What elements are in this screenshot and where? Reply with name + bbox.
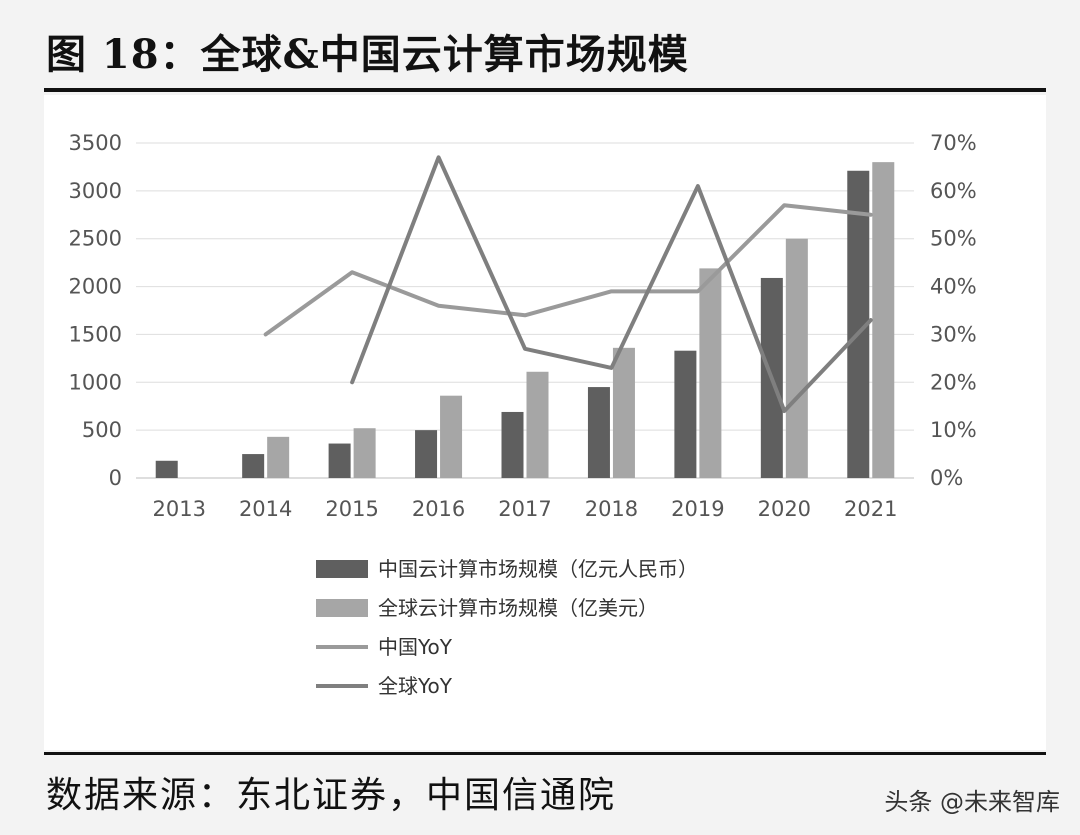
right-tick-label: 20% — [930, 370, 977, 394]
bar-china — [415, 430, 438, 478]
top-rule — [44, 88, 1046, 92]
bar-global — [526, 371, 549, 478]
bar-china — [587, 387, 610, 478]
bar-china — [155, 460, 178, 478]
bar-global — [872, 162, 895, 478]
bottom-rule — [44, 752, 1046, 755]
right-tick-label: 30% — [930, 322, 977, 346]
right-tick-label: 0% — [930, 466, 963, 490]
bar-china — [328, 443, 351, 478]
right-tick-label: 60% — [930, 179, 977, 203]
bar-china — [847, 170, 870, 478]
legend-swatch — [316, 560, 368, 578]
legend-swatch — [316, 599, 368, 617]
x-tick-label: 2016 — [412, 497, 465, 521]
bar-china — [674, 350, 697, 478]
left-tick-label: 0 — [109, 466, 122, 490]
right-tick-label: 70% — [930, 131, 977, 155]
right-tick-label: 40% — [930, 275, 977, 299]
bar-global — [612, 347, 635, 478]
data-source: 数据来源：东北证券，中国信通院 — [46, 775, 617, 816]
x-tick-label: 2020 — [758, 497, 811, 521]
bar-global — [353, 428, 376, 478]
x-tick-label: 2015 — [325, 497, 378, 521]
left-tick-label: 1000 — [69, 370, 122, 394]
legend-label: 中国云计算市场规模（亿元人民币） — [378, 557, 698, 581]
bar-global — [785, 238, 808, 478]
line-global-yoy — [350, 155, 873, 413]
bar-global — [440, 395, 463, 478]
chart-svg: 0 500 1000 1500 2000 2500 3000 3500 0% 10% 20% 30% 4… — [69, 131, 977, 698]
right-tick-label: 50% — [930, 227, 977, 251]
watermark: 头条 @未来智库 — [884, 788, 1060, 816]
bar-china — [501, 411, 524, 478]
left-tick-label: 2000 — [69, 275, 122, 299]
left-tick-label: 3500 — [69, 131, 122, 155]
bar-global — [699, 268, 722, 478]
x-tick-label: 2017 — [498, 497, 551, 521]
bar-global — [267, 436, 290, 478]
left-tick-label: 3000 — [69, 179, 122, 203]
right-tick-label: 10% — [930, 418, 977, 442]
x-tick-label: 2021 — [844, 497, 897, 521]
legend-label: 中国YoY — [378, 635, 453, 659]
x-tick-label: 2014 — [239, 497, 292, 521]
x-tick-label: 2013 — [152, 497, 205, 521]
legend-label: 全球云计算市场规模（亿美元） — [378, 596, 658, 620]
bar-china — [242, 454, 265, 478]
x-tick-label: 2018 — [585, 497, 638, 521]
line-china-yoy — [263, 203, 873, 337]
x-tick-label: 2019 — [671, 497, 724, 521]
left-tick-label: 500 — [82, 418, 122, 442]
legend-label: 全球YoY — [378, 674, 453, 698]
chart-panel: 0 500 1000 1500 2000 2500 3000 3500 0% 10% 20% 30% 4… — [44, 95, 1046, 750]
left-tick-label: 1500 — [69, 322, 122, 346]
figure-title: 图 18：全球&中国云计算市场规模 — [46, 31, 689, 78]
left-tick-label: 2500 — [69, 227, 122, 251]
